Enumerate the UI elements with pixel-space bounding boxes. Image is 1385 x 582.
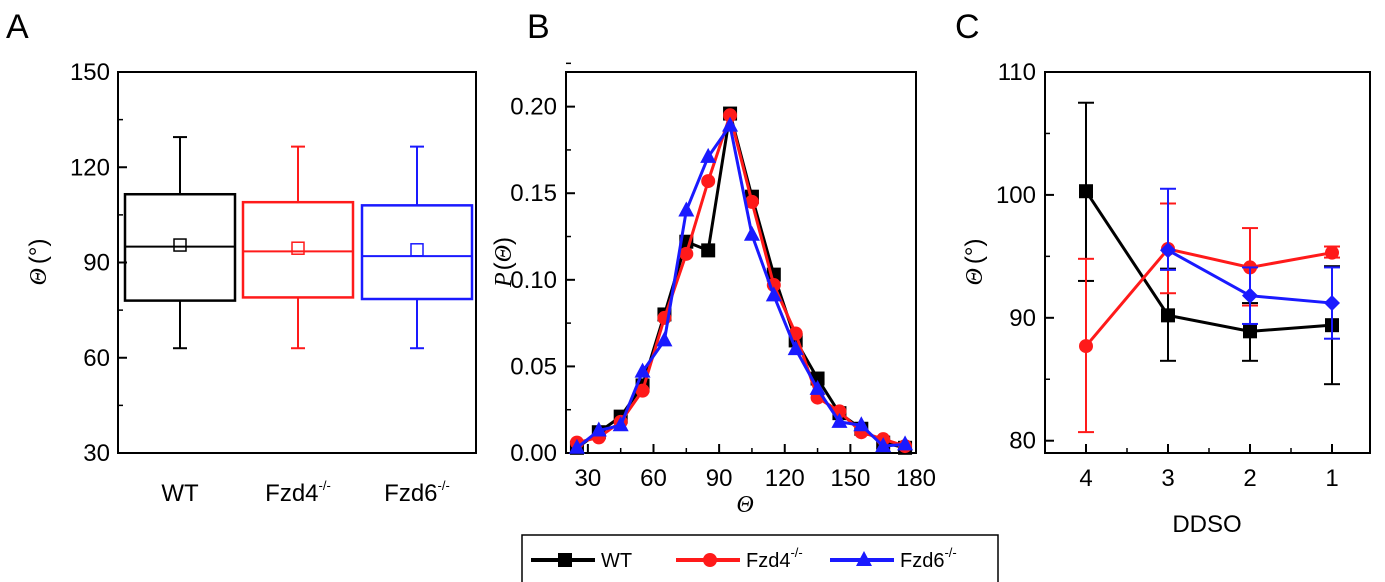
panel-b-x-tick-label: 90 xyxy=(706,465,733,492)
data-point xyxy=(1243,324,1257,339)
data-point xyxy=(634,362,651,378)
legend-item-fzd4: Fzd4-/- xyxy=(676,545,803,572)
legend-swatch-marker xyxy=(856,551,872,566)
box-wt xyxy=(123,136,237,350)
data-point xyxy=(679,246,694,261)
panel-c-line-chart: 80 90 100 110 4 3 2 1 DDSO Θ(°) xyxy=(961,59,1371,538)
data-point xyxy=(744,194,759,209)
box-mean-marker xyxy=(173,238,187,252)
data-point xyxy=(853,416,870,432)
panel-c-y-tick-label: 110 xyxy=(998,59,1036,86)
panel-b-y-tick-label: 0.20 xyxy=(510,94,557,121)
panel-b-x-tick-label: 180 xyxy=(896,465,936,492)
panel-a-y-tick-label: 60 xyxy=(83,345,110,372)
panel-c-x-axis-title: DDSO xyxy=(1172,511,1241,538)
data-point xyxy=(787,340,804,356)
box-iqr xyxy=(360,204,474,301)
panel-a-frame xyxy=(117,71,477,454)
data-point xyxy=(1242,287,1258,304)
panel-c-y-tick-label: 100 xyxy=(996,182,1036,209)
panel-a-x-tick-label: Fzd4-/- xyxy=(265,478,331,507)
data-point xyxy=(897,435,914,451)
data-point xyxy=(1325,245,1339,260)
series-fzd6 xyxy=(568,116,914,454)
legend: WT Fzd4-/- Fzd6-/- xyxy=(521,534,999,582)
series-fzd6 xyxy=(1160,187,1340,340)
panel-b-y-axis-title: P(Θ) xyxy=(490,237,517,288)
legend-item-wt: WT xyxy=(531,550,632,572)
legend-label: Fzd6-/- xyxy=(900,545,957,572)
panel-label-c: C xyxy=(955,8,980,46)
data-point xyxy=(809,379,826,395)
data-point xyxy=(612,416,629,432)
series-wt xyxy=(1078,101,1340,386)
series-line xyxy=(576,109,906,448)
data-point xyxy=(831,412,848,428)
data-point xyxy=(722,116,739,132)
panel-c-frame xyxy=(1044,71,1371,454)
panel-label-a: A xyxy=(6,8,29,46)
data-point xyxy=(656,331,673,347)
legend-swatch-marker xyxy=(558,553,572,567)
legend-label: Fzd4-/- xyxy=(746,545,803,572)
panel-c-y-tick-label: 90 xyxy=(1009,305,1036,332)
panel-b-x-tick-label: 150 xyxy=(830,465,870,492)
data-point xyxy=(765,286,782,302)
panel-c-x-tick-label: 4 xyxy=(1079,465,1092,492)
panel-b-y-tick-label: 0.05 xyxy=(510,353,557,380)
panel-a-box-plot: 30 60 90 120 150 WT Fzd4-/- Fzd6-/- Θ(°) xyxy=(25,59,477,507)
data-point xyxy=(1079,339,1093,354)
data-point xyxy=(875,437,892,453)
panel-b-y-tick-label: 0.00 xyxy=(510,440,557,467)
data-point xyxy=(1079,184,1093,199)
panel-a-y-tick-label: 120 xyxy=(70,154,110,181)
data-point xyxy=(701,243,716,258)
data-point xyxy=(701,174,716,189)
data-point xyxy=(590,421,607,437)
data-point xyxy=(1324,295,1340,312)
panel-c-y-axis-title: Θ(°) xyxy=(961,239,988,286)
panel-label-b: B xyxy=(527,8,550,46)
panel-a-y-tick-label: 90 xyxy=(83,250,110,277)
data-point xyxy=(635,383,650,398)
data-point xyxy=(678,201,695,217)
data-point xyxy=(743,225,760,241)
box-iqr xyxy=(241,200,355,299)
panel-b-y-tick-label: 0.10 xyxy=(510,267,557,294)
panel-b-line-chart: 30 60 90 120 150 180 0.00 0.05 0.10 0.15 0.20 Θ P(… xyxy=(490,62,936,518)
panel-a-y-tick-label: 30 xyxy=(83,440,110,467)
panel-b-x-tick-label: 120 xyxy=(765,465,805,492)
series-line xyxy=(1084,190,1333,333)
panel-b-x-tick-label: 30 xyxy=(575,465,602,492)
series-fzd4 xyxy=(569,108,913,454)
panel-a-y-tick-label: 150 xyxy=(70,59,110,86)
data-point xyxy=(568,438,585,454)
panel-c-x-tick-label: 2 xyxy=(1243,465,1256,492)
panel-b-x-axis-title: Θ xyxy=(736,492,753,518)
series-line xyxy=(1084,247,1333,348)
box-mean-marker xyxy=(291,241,305,255)
panel-b-x-tick-label: 60 xyxy=(640,465,667,492)
panel-b-frame xyxy=(565,71,917,454)
box-fzd6 xyxy=(360,145,474,350)
panel-b-y-tick-label: 0.15 xyxy=(510,180,557,207)
data-point xyxy=(723,108,738,123)
panel-a-x-tick-label: WT xyxy=(161,480,199,507)
series-line xyxy=(576,121,906,449)
panel-c-y-tick-label: 80 xyxy=(1009,428,1036,455)
panel-a-y-axis-title: Θ(°) xyxy=(25,239,52,286)
data-point xyxy=(1160,242,1176,259)
data-point xyxy=(700,147,717,163)
legend-swatch-marker xyxy=(703,553,717,567)
legend-label: WT xyxy=(601,550,632,572)
panel-a-x-tick-label: Fzd6-/- xyxy=(384,478,450,507)
box-fzd4 xyxy=(241,145,355,350)
legend-frame xyxy=(521,534,999,582)
panel-c-x-tick-label: 1 xyxy=(1325,465,1338,492)
data-point xyxy=(1161,308,1175,323)
legend-item-fzd6: Fzd6-/- xyxy=(830,545,957,572)
box-mean-marker xyxy=(410,243,424,257)
panel-c-x-tick-label: 3 xyxy=(1161,465,1174,492)
